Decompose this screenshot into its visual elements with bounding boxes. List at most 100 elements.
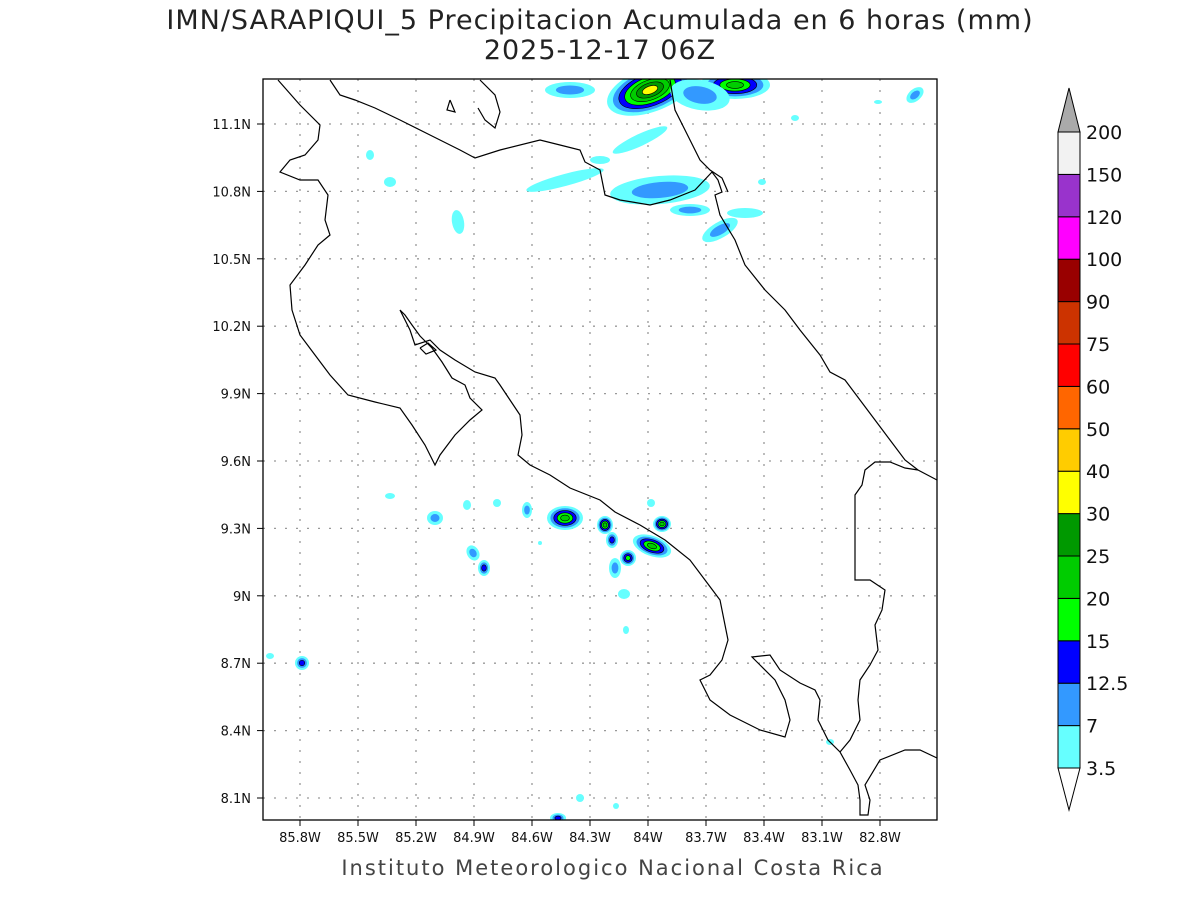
precip-contour-3.5 xyxy=(366,150,374,160)
colorbar-label: 40 xyxy=(1086,461,1110,483)
x-tick-label: 84.9W xyxy=(453,831,495,846)
precip-contour-12.5 xyxy=(609,536,615,544)
precip-contour-12.5 xyxy=(481,564,487,572)
precip-contour-3.5 xyxy=(493,499,501,507)
precip-contour-3.5 xyxy=(874,100,882,104)
y-tick-label: 9N xyxy=(233,590,251,605)
y-tick-label: 9.3N xyxy=(221,522,251,537)
colorbar-label: 50 xyxy=(1086,419,1110,441)
y-tick-label: 10.5N xyxy=(212,253,251,268)
x-tick-label: 83.4W xyxy=(743,831,785,846)
precip-contour-30 xyxy=(642,85,658,95)
precip-contour-3.5 xyxy=(613,803,619,809)
precip-contour-3.5 xyxy=(590,156,610,164)
precip-contour-7 xyxy=(683,86,717,104)
precip-contour-3.5 xyxy=(526,168,604,192)
x-tick-label: 85.5W xyxy=(337,831,379,846)
y-tick-label: 10.2N xyxy=(212,320,251,335)
colorbar-swatch xyxy=(1057,640,1081,684)
precip-contour-20 xyxy=(602,522,608,528)
precip-contour-3.5 xyxy=(758,179,766,185)
precip-contour-3.5 xyxy=(727,208,763,218)
colorbar-swatch xyxy=(1057,385,1081,430)
precip-contour-7 xyxy=(555,85,585,95)
precip-contour-3.5 xyxy=(384,177,396,187)
x-tick-label: 84.3W xyxy=(569,831,611,846)
precip-contour-7 xyxy=(469,548,477,558)
y-tick-label: 8.4N xyxy=(221,725,251,740)
precip-contour-3.5 xyxy=(791,115,799,121)
precip-contour-3.5 xyxy=(623,626,629,634)
precip-contour-3.5 xyxy=(618,589,630,599)
precip-contour-15 xyxy=(625,555,631,561)
x-tick-label: 84.6W xyxy=(511,831,553,846)
colorbar-label: 90 xyxy=(1086,292,1110,314)
precip-contour-20 xyxy=(659,521,665,527)
colorbar-label: 100 xyxy=(1086,249,1122,271)
map-frame xyxy=(262,78,938,821)
x-tick-label: 82.8W xyxy=(859,831,901,846)
precip-contour-3.5 xyxy=(385,493,395,499)
precip-contour-3.5 xyxy=(266,653,274,659)
colorbar-swatch xyxy=(1057,343,1081,387)
longitude-axis: 85.8W 85.5W 85.2W 84.9W 84.6W 84.3W 84W 83.7W 83… xyxy=(279,820,901,846)
precip-contour-3.5 xyxy=(463,500,471,510)
grid-lines xyxy=(263,79,937,820)
precip-contour-3.5 xyxy=(538,541,542,545)
colorbar-swatch xyxy=(1057,428,1081,472)
map-valid-time: 2025-12-17 06Z xyxy=(483,35,717,66)
colorbar-swatch xyxy=(1057,555,1081,599)
y-tick-label: 10.8N xyxy=(212,185,251,200)
y-tick-label: 9.9N xyxy=(221,388,251,403)
precip-contour-7 xyxy=(430,514,440,522)
coastlines xyxy=(277,79,937,816)
colorbar-max-arrow xyxy=(1057,87,1081,133)
x-tick-label: 84W xyxy=(633,831,663,846)
colorbar-label: 15 xyxy=(1086,631,1110,653)
y-tick-label: 11.1N xyxy=(212,118,251,133)
colorbar-label: 7 xyxy=(1086,716,1098,738)
colorbar-label: 120 xyxy=(1086,207,1122,229)
colorbar-label: 60 xyxy=(1086,376,1110,398)
y-tick-label: 9.6N xyxy=(221,455,251,470)
colorbar-swatch xyxy=(1057,301,1081,345)
colorbar-label: 200 xyxy=(1086,122,1122,144)
colorbar-min-arrow xyxy=(1057,767,1081,812)
y-tick-label: 8.1N xyxy=(221,792,251,807)
precip-contour-7 xyxy=(524,505,530,515)
x-tick-label: 83.7W xyxy=(685,831,727,846)
colorbar: 3.5 7 12.5 15 20 25 30 40 50 60 75 90 100 120 150 200 xyxy=(1057,87,1128,812)
colorbar-swatch xyxy=(1057,725,1081,769)
precip-contour-3.5 xyxy=(647,499,655,507)
x-tick-label: 85.2W xyxy=(395,831,437,846)
precip-contour-7 xyxy=(678,206,702,214)
precip-contour-3.5 xyxy=(612,126,668,154)
colorbar-label: 3.5 xyxy=(1086,758,1116,780)
colorbar-label: 20 xyxy=(1086,588,1110,610)
footer-credit: Instituto Meteorologico Nacional Costa R… xyxy=(341,856,885,880)
precip-contour-7 xyxy=(709,223,731,237)
precip-contours xyxy=(266,79,924,820)
precip-contour-3.5 xyxy=(451,210,465,234)
colorbar-swatch xyxy=(1057,513,1081,557)
colorbar-swatch xyxy=(1057,682,1081,727)
latitude-axis: 11.1N 10.8N 10.5N 10.2N 9.9N 9.6N 9.3N 9N 8.7N 8.… xyxy=(212,118,263,807)
y-tick-label: 8.7N xyxy=(221,657,251,672)
colorbar-swatch xyxy=(1057,597,1081,642)
colorbar-swatch xyxy=(1057,216,1081,260)
colorbar-label: 12.5 xyxy=(1086,673,1128,695)
precip-contour-12.5 xyxy=(298,659,306,667)
precip-contour-7 xyxy=(631,181,689,199)
map-title: IMN/SARAPIQUI_5 Precipitacion Acumulada … xyxy=(166,5,1034,36)
colorbar-label: 30 xyxy=(1086,504,1110,526)
x-tick-label: 83.1W xyxy=(801,831,843,846)
colorbar-swatch xyxy=(1057,470,1081,515)
colorbar-swatch xyxy=(1057,173,1081,218)
x-tick-label: 85.8W xyxy=(279,831,321,846)
colorbar-label: 75 xyxy=(1086,334,1110,356)
precip-contour-3.5 xyxy=(576,794,584,802)
precip-contour-7 xyxy=(910,90,920,100)
precip-contour-20 xyxy=(726,81,744,89)
colorbar-label: 25 xyxy=(1086,546,1110,568)
